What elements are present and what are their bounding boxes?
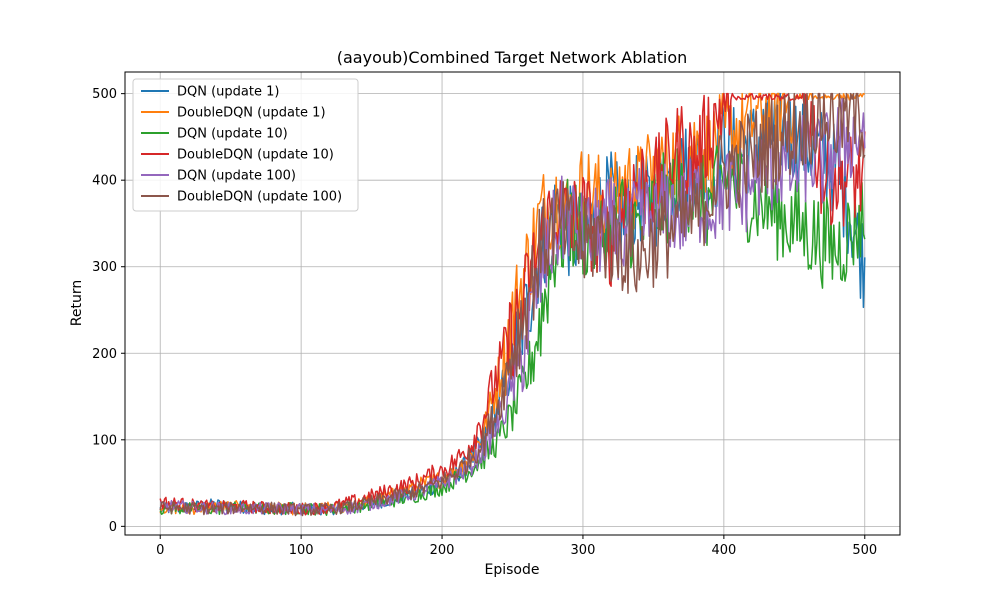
y-tick-label: 500 (92, 87, 117, 102)
y-tick-label: 0 (109, 520, 117, 535)
y-axis: 0 100 200 300 400 500 (92, 87, 125, 535)
x-tick-label: 100 (289, 543, 314, 558)
y-tick-label: 200 (92, 347, 117, 362)
legend-label-4: DQN (update 100) (177, 169, 296, 184)
chart-title: (aayoub)Combined Target Network Ablation (337, 48, 688, 67)
x-tick-label: 200 (430, 543, 455, 558)
series-layer (159, 92, 866, 517)
plot-frame (124, 71, 901, 536)
legend-label-0: DQN (update 1) (177, 85, 279, 100)
y-tick-label: 400 (92, 174, 117, 189)
x-tick-label: 0 (156, 543, 164, 558)
x-axis: 0 100 200 300 400 500 (156, 535, 877, 558)
legend-label-1: DoubleDQN (update 1) (177, 106, 326, 121)
legend: DQN (update 1) DoubleDQN (update 1) DQN (u… (132, 78, 359, 212)
y-tick-label: 100 (92, 433, 117, 448)
x-axis-title: Episode (485, 562, 540, 578)
legend-box (132, 78, 359, 212)
legend-label-5: DoubleDQN (update 100) (177, 190, 342, 205)
y-tick-label: 300 (92, 260, 117, 275)
series-line-5 (159, 92, 866, 517)
legend-label-3: DoubleDQN (update 10) (177, 148, 334, 163)
legend-label-2: DQN (update 10) (177, 127, 288, 142)
y-axis-title: Return (69, 280, 85, 326)
x-tick-label: 500 (852, 543, 877, 558)
x-tick-label: 400 (711, 543, 736, 558)
x-tick-label: 300 (571, 543, 596, 558)
